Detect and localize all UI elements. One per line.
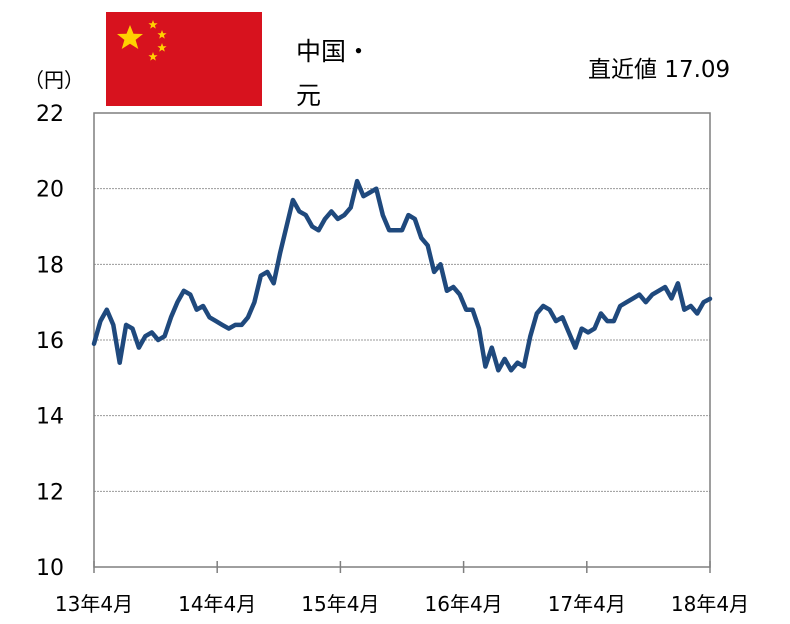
y-tick-label: 18 <box>36 253 64 278</box>
x-tick-label: 14年4月 <box>178 592 256 616</box>
x-tick-label: 16年4月 <box>425 592 503 616</box>
y-tick-label: 10 <box>36 556 64 581</box>
flag-small-star-icon <box>148 20 158 29</box>
flag-small-star-icon <box>148 52 158 61</box>
latest-label: 直近値 <box>588 57 657 83</box>
y-tick-label: 14 <box>36 405 64 430</box>
x-tick-label: 15年4月 <box>301 592 379 616</box>
series-line <box>91 178 713 373</box>
y-axis-unit: （円） <box>24 68 84 92</box>
y-tick-label: 22 <box>36 102 64 127</box>
y-tick-label: 20 <box>36 178 64 203</box>
flag-small-star-icon <box>157 30 167 39</box>
flag-big-star-icon <box>117 25 143 49</box>
latest-value-label: 直近値 17.09 <box>588 50 730 84</box>
x-tick-label: 17年4月 <box>548 592 626 616</box>
latest-value: 17.09 <box>664 57 731 83</box>
flag-background <box>106 12 262 106</box>
china-flag-icon <box>106 12 262 106</box>
currency-title-line2: 元 <box>296 81 322 110</box>
y-tick-label: 16 <box>36 329 64 354</box>
x-tick-label: 13年4月 <box>55 592 133 616</box>
flag-small-star-icon <box>157 43 167 52</box>
currency-title-line1: 中国・ <box>296 37 372 66</box>
currency-title: 中国・ 元 <box>296 30 371 118</box>
y-tick-label: 12 <box>36 480 64 505</box>
x-tick-label: 18年4月 <box>671 592 749 616</box>
